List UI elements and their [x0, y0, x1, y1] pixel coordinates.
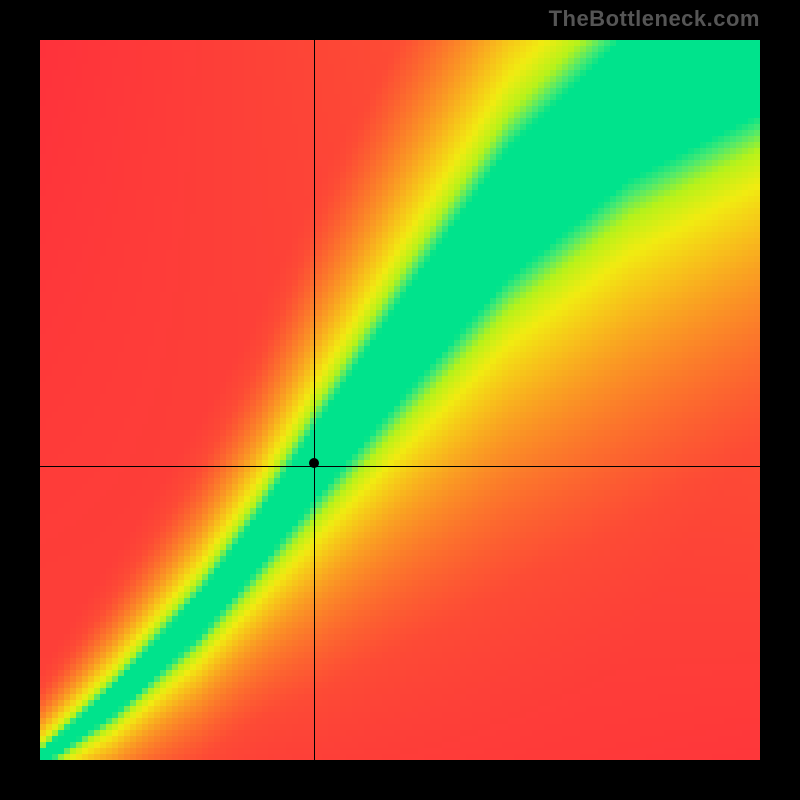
- heatmap-canvas: [40, 40, 760, 760]
- heatmap-plot: [40, 40, 760, 760]
- attribution-text: TheBottleneck.com: [549, 6, 760, 32]
